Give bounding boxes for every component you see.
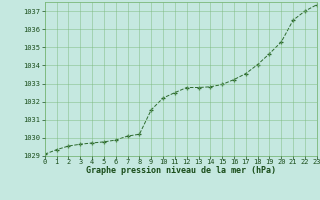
- X-axis label: Graphe pression niveau de la mer (hPa): Graphe pression niveau de la mer (hPa): [86, 166, 276, 175]
